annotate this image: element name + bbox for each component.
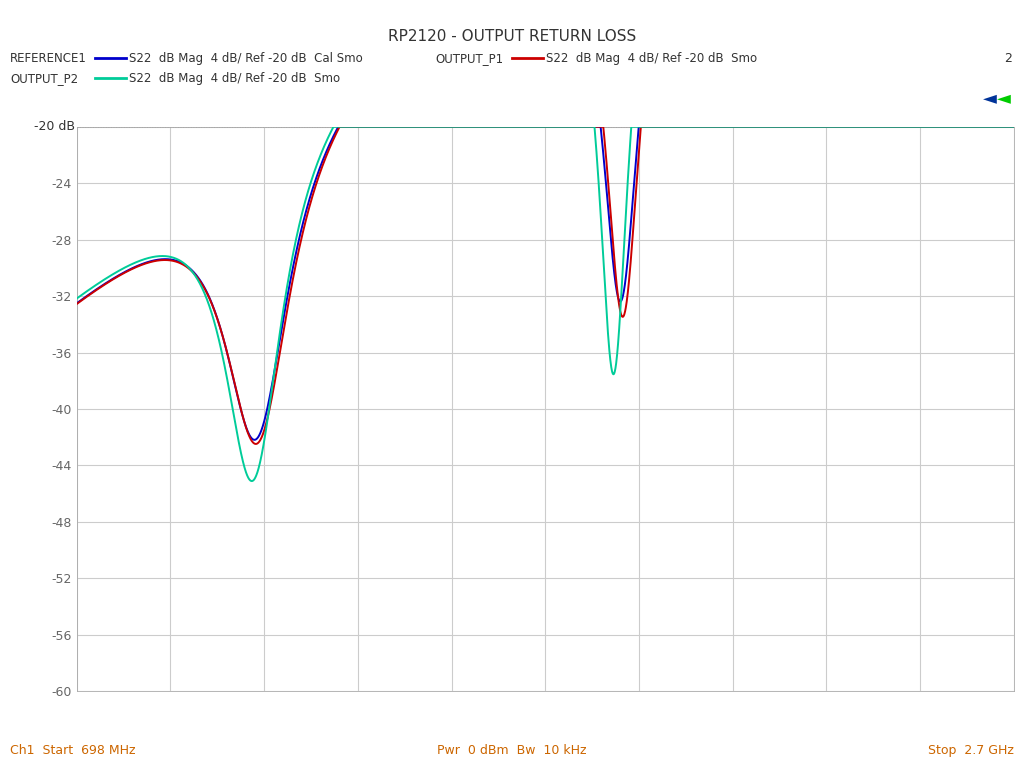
Text: REFERENCE1: REFERENCE1 <box>10 52 87 65</box>
Text: S22  dB Mag  4 dB/ Ref -20 dB  Cal Smo: S22 dB Mag 4 dB/ Ref -20 dB Cal Smo <box>129 52 362 65</box>
Text: ◄: ◄ <box>983 89 997 108</box>
Text: -20 dB: -20 dB <box>34 121 75 133</box>
Text: OUTPUT_P2: OUTPUT_P2 <box>10 72 79 84</box>
Text: S22  dB Mag  4 dB/ Ref -20 dB  Smo: S22 dB Mag 4 dB/ Ref -20 dB Smo <box>129 72 340 84</box>
Text: S22  dB Mag  4 dB/ Ref -20 dB  Smo: S22 dB Mag 4 dB/ Ref -20 dB Smo <box>546 52 757 65</box>
Text: Stop  2.7 GHz: Stop 2.7 GHz <box>928 744 1014 756</box>
Text: RP2120 - OUTPUT RETURN LOSS: RP2120 - OUTPUT RETURN LOSS <box>388 29 636 45</box>
Text: Ch1  Start  698 MHz: Ch1 Start 698 MHz <box>10 744 136 756</box>
Text: ◄: ◄ <box>996 89 1011 108</box>
Text: OUTPUT_P1: OUTPUT_P1 <box>435 52 504 65</box>
Text: 2: 2 <box>1004 52 1012 65</box>
Text: Pwr  0 dBm  Bw  10 kHz: Pwr 0 dBm Bw 10 kHz <box>437 744 587 756</box>
